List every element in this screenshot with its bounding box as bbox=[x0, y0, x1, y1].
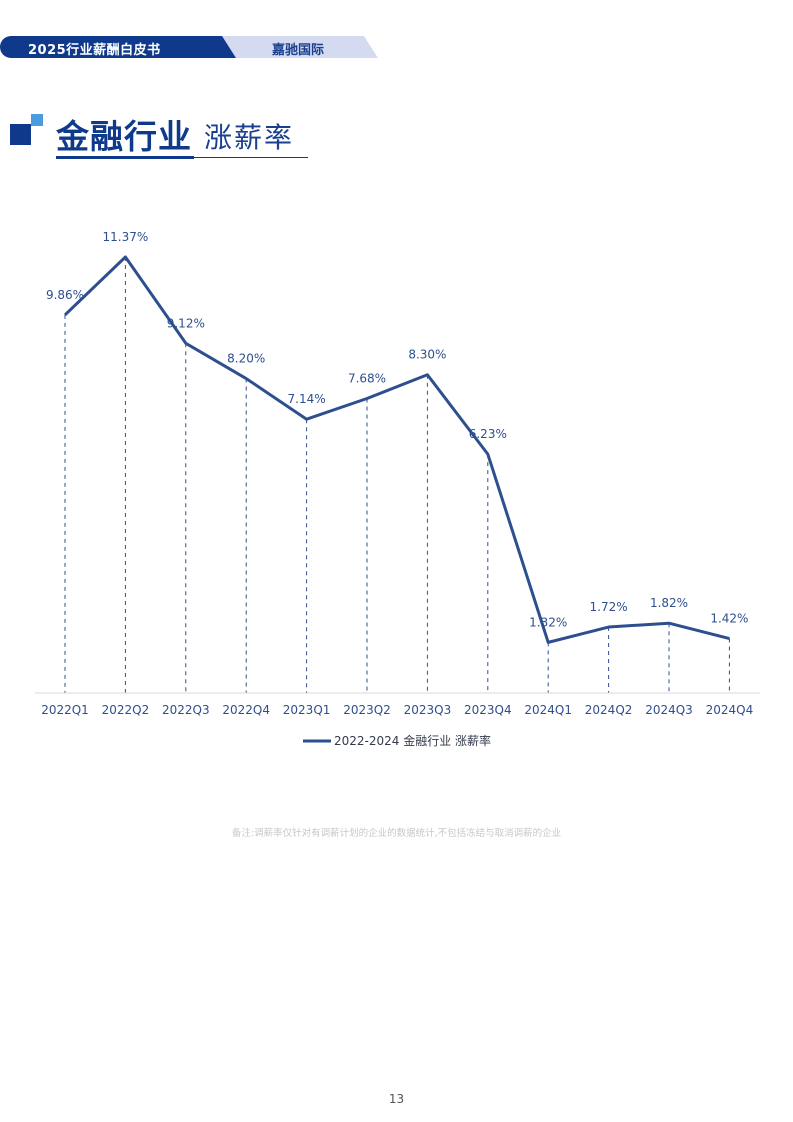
data-label-2024Q1: 1.32% bbox=[529, 615, 567, 629]
salary-increase-line-chart: 9.86% 11.37% 9.12% 8.20% 7.14% 7.68% 8.30% 6.23… bbox=[35, 230, 760, 748]
title-decoration-accent bbox=[31, 114, 43, 126]
data-label-2023Q2: 7.68% bbox=[348, 371, 386, 385]
subtitle-underline bbox=[194, 157, 308, 158]
data-label-2022Q2: 11.37% bbox=[103, 230, 149, 244]
x-tick-2024Q4: 2024Q4 bbox=[706, 703, 754, 717]
data-label-2023Q3: 8.30% bbox=[408, 348, 446, 362]
report-title-tag: 2025行业薪酬白皮书 bbox=[0, 36, 238, 58]
data-label-2023Q1: 7.14% bbox=[288, 392, 326, 406]
data-label-2023Q4: 6.23% bbox=[469, 427, 507, 441]
x-tick-2024Q3: 2024Q3 bbox=[645, 703, 693, 717]
data-label-2024Q3: 1.82% bbox=[650, 596, 688, 610]
title-underline bbox=[56, 156, 194, 159]
x-tick-2024Q2: 2024Q2 bbox=[585, 703, 633, 717]
x-tick-2022Q2: 2022Q2 bbox=[102, 703, 150, 717]
x-tick-2023Q2: 2023Q2 bbox=[343, 703, 391, 717]
page-title: 金融行业 bbox=[56, 117, 192, 156]
page-number: 13 bbox=[388, 1092, 405, 1106]
page-subtitle: 涨薪率 bbox=[204, 121, 295, 154]
data-label-2024Q4: 1.42% bbox=[710, 612, 748, 626]
x-tick-2022Q1: 2022Q1 bbox=[41, 703, 89, 717]
x-tick-2023Q1: 2023Q1 bbox=[283, 703, 331, 717]
legend-label: 2022-2024 金融行业 涨薪率 bbox=[334, 733, 491, 748]
x-tick-2022Q3: 2022Q3 bbox=[162, 703, 210, 717]
data-label-2022Q4: 8.20% bbox=[227, 352, 265, 366]
data-label-2022Q1: 9.86% bbox=[46, 288, 84, 302]
data-label-2022Q3: 9.12% bbox=[167, 316, 205, 330]
company-tag: 嘉驰国际 bbox=[222, 36, 378, 58]
footnote: 备注:调薪率仅针对有调薪计划的企业的数据统计,不包括冻结与取消调薪的企业 bbox=[231, 828, 562, 839]
x-tick-2023Q4: 2023Q4 bbox=[464, 703, 512, 717]
x-tick-2024Q1: 2024Q1 bbox=[524, 703, 572, 717]
legend: 2022-2024 金融行业 涨薪率 bbox=[303, 733, 491, 748]
data-label-2024Q2: 1.72% bbox=[590, 600, 628, 614]
report-title: 2025行业薪酬白皮书 bbox=[28, 43, 161, 58]
report-header: 2025行业薪酬白皮书 嘉驰国际 bbox=[0, 36, 400, 58]
company-name: 嘉驰国际 bbox=[272, 43, 325, 58]
x-tick-2023Q3: 2023Q3 bbox=[404, 703, 452, 717]
series-line bbox=[63, 255, 730, 644]
x-tick-2022Q4: 2022Q4 bbox=[222, 703, 270, 717]
title-decoration-square bbox=[10, 124, 31, 145]
